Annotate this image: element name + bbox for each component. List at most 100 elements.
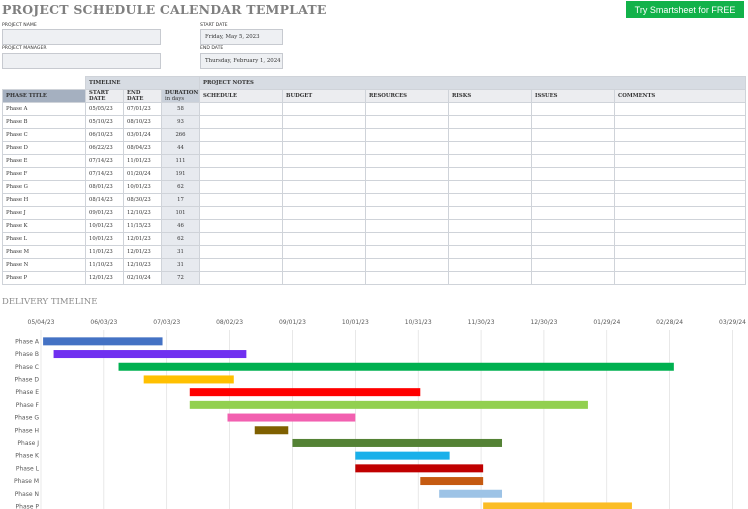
- x-tick-label: 09/01/23: [279, 319, 306, 326]
- budget-cell[interactable]: [282, 167, 367, 181]
- resources-cell[interactable]: [365, 167, 450, 181]
- phase-cell: Phase D: [2, 141, 86, 155]
- resources-cell[interactable]: [365, 180, 450, 194]
- resources-cell[interactable]: [365, 154, 450, 168]
- resources-cell[interactable]: [365, 128, 450, 142]
- budget-cell[interactable]: [282, 232, 367, 246]
- risks-cell[interactable]: [448, 115, 533, 129]
- issues-cell[interactable]: [531, 167, 616, 181]
- risks-cell[interactable]: [448, 180, 533, 194]
- project-manager-input[interactable]: [2, 53, 161, 69]
- x-tick-label: 02/28/24: [656, 319, 683, 326]
- risks-cell[interactable]: [448, 258, 533, 272]
- budget-cell[interactable]: [282, 141, 367, 155]
- schedule-cell[interactable]: [199, 115, 284, 129]
- risks-cell[interactable]: [448, 245, 533, 259]
- risks-cell[interactable]: [448, 167, 533, 181]
- task-bar: [483, 502, 632, 509]
- risks-cell[interactable]: [448, 102, 533, 116]
- issues-cell[interactable]: [531, 232, 616, 246]
- comments-cell[interactable]: [614, 219, 747, 233]
- risks-cell[interactable]: [448, 154, 533, 168]
- budget-cell[interactable]: [282, 193, 367, 207]
- schedule-cell[interactable]: [199, 258, 284, 272]
- comments-cell[interactable]: [614, 206, 747, 220]
- budget-cell[interactable]: [282, 180, 367, 194]
- comments-cell[interactable]: [614, 271, 747, 285]
- comments-cell[interactable]: [614, 128, 747, 142]
- resources-cell[interactable]: [365, 102, 450, 116]
- resources-cell[interactable]: [365, 219, 450, 233]
- resources-cell[interactable]: [365, 232, 450, 246]
- blank-header: [2, 76, 86, 90]
- issues-cell[interactable]: [531, 193, 616, 207]
- comments-cell[interactable]: [614, 102, 747, 116]
- try-smartsheet-button[interactable]: Try Smartsheet for FREE: [626, 1, 744, 18]
- comments-cell[interactable]: [614, 258, 747, 272]
- schedule-cell[interactable]: [199, 232, 284, 246]
- risks-cell[interactable]: [448, 128, 533, 142]
- schedule-cell[interactable]: [199, 219, 284, 233]
- comments-cell[interactable]: [614, 154, 747, 168]
- budget-cell[interactable]: [282, 154, 367, 168]
- risks-cell[interactable]: [448, 219, 533, 233]
- budget-cell[interactable]: [282, 271, 367, 285]
- schedule-cell[interactable]: [199, 102, 284, 116]
- schedule-cell[interactable]: [199, 128, 284, 142]
- issues-cell[interactable]: [531, 128, 616, 142]
- budget-cell[interactable]: [282, 258, 367, 272]
- comments-cell[interactable]: [614, 232, 747, 246]
- risks-cell[interactable]: [448, 141, 533, 155]
- issues-cell[interactable]: [531, 154, 616, 168]
- resources-cell[interactable]: [365, 271, 450, 285]
- comments-cell[interactable]: [614, 245, 747, 259]
- task-bar: [53, 350, 247, 359]
- resources-cell[interactable]: [365, 115, 450, 129]
- budget-cell[interactable]: [282, 245, 367, 259]
- issues-cell[interactable]: [531, 115, 616, 129]
- schedule-cell[interactable]: [199, 245, 284, 259]
- schedule-cell[interactable]: [199, 193, 284, 207]
- comments-header: COMMENTS: [614, 89, 747, 103]
- table-row: Phase H 08/14/23 08/30/23 17: [2, 193, 747, 207]
- budget-cell[interactable]: [282, 102, 367, 116]
- resources-cell[interactable]: [365, 206, 450, 220]
- project-name-input[interactable]: [2, 29, 161, 45]
- risks-cell[interactable]: [448, 271, 533, 285]
- risks-cell[interactable]: [448, 193, 533, 207]
- phase-cell: Phase F: [2, 167, 86, 181]
- resources-cell[interactable]: [365, 245, 450, 259]
- schedule-cell[interactable]: [199, 141, 284, 155]
- schedule-cell[interactable]: [199, 271, 284, 285]
- schedule-cell[interactable]: [199, 180, 284, 194]
- resources-cell[interactable]: [365, 141, 450, 155]
- issues-cell[interactable]: [531, 258, 616, 272]
- issues-cell[interactable]: [531, 271, 616, 285]
- issues-cell[interactable]: [531, 102, 616, 116]
- resources-cell[interactable]: [365, 193, 450, 207]
- task-bar: [355, 464, 484, 473]
- end-date-input[interactable]: Thursday, February 1, 2024: [200, 53, 283, 69]
- start-date-input[interactable]: Friday, May 5, 2023: [200, 29, 283, 45]
- budget-cell[interactable]: [282, 115, 367, 129]
- issues-cell[interactable]: [531, 180, 616, 194]
- schedule-cell[interactable]: [199, 167, 284, 181]
- comments-cell[interactable]: [614, 180, 747, 194]
- issues-cell[interactable]: [531, 206, 616, 220]
- issues-cell[interactable]: [531, 141, 616, 155]
- risks-cell[interactable]: [448, 232, 533, 246]
- issues-cell[interactable]: [531, 245, 616, 259]
- issues-cell[interactable]: [531, 219, 616, 233]
- comments-cell[interactable]: [614, 115, 747, 129]
- budget-cell[interactable]: [282, 128, 367, 142]
- risks-cell[interactable]: [448, 206, 533, 220]
- budget-cell[interactable]: [282, 206, 367, 220]
- comments-cell[interactable]: [614, 141, 747, 155]
- budget-cell[interactable]: [282, 219, 367, 233]
- comments-cell[interactable]: [614, 167, 747, 181]
- resources-cell[interactable]: [365, 258, 450, 272]
- comments-cell[interactable]: [614, 193, 747, 207]
- schedule-cell[interactable]: [199, 154, 284, 168]
- schedule-cell[interactable]: [199, 206, 284, 220]
- task-label: Phase P: [16, 503, 40, 509]
